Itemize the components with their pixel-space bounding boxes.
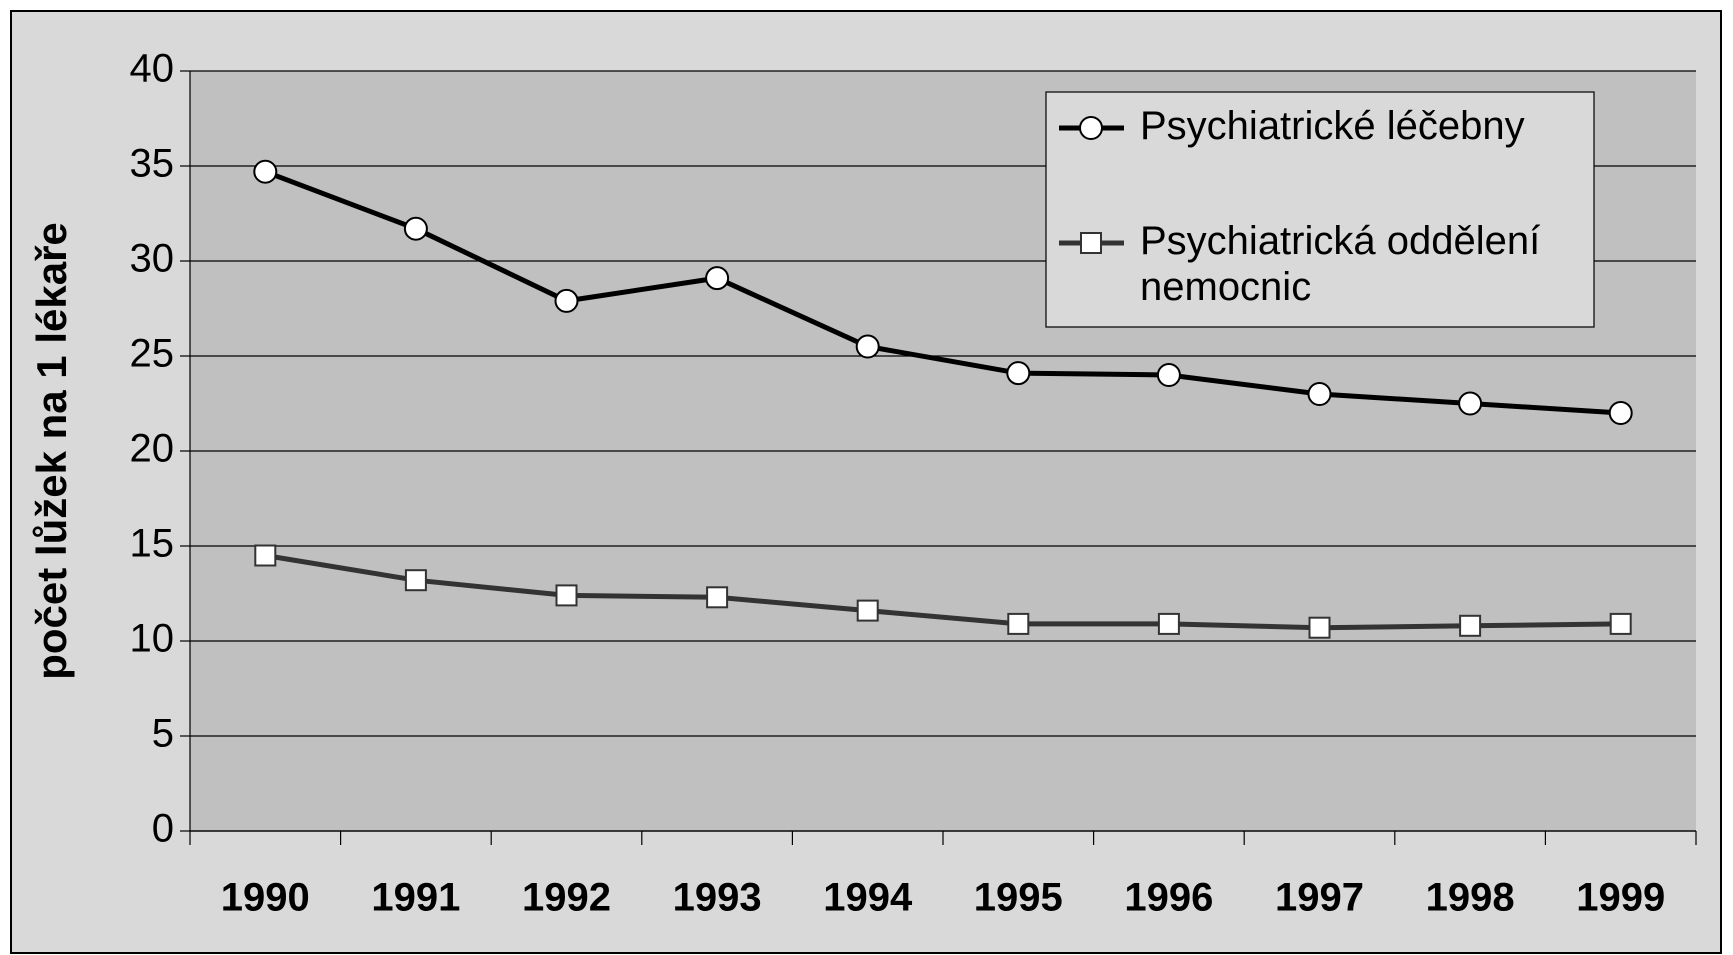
- y-tick-label: 35: [130, 142, 175, 186]
- point: [1007, 612, 1030, 635]
- x-tick-label: 1996: [1124, 876, 1213, 920]
- point: [1459, 614, 1482, 637]
- point: [1006, 361, 1031, 386]
- y-tick-label: 5: [152, 712, 174, 756]
- point: [1157, 612, 1180, 635]
- x-tick-label: 1998: [1426, 876, 1515, 920]
- point: [1458, 391, 1483, 416]
- legend-label: Psychiatrická oddělení nemocnic: [1140, 219, 1541, 309]
- point: [706, 586, 729, 609]
- y-tick-label: 20: [130, 427, 175, 471]
- x-tick-label: 1994: [823, 876, 913, 920]
- point: [1156, 363, 1181, 387]
- point: [705, 266, 730, 291]
- legend-box: [1045, 91, 1595, 328]
- legend-entry: Psychiatrická oddělení nemocnic: [1140, 219, 1541, 309]
- point: [404, 569, 427, 592]
- point: [403, 216, 428, 241]
- x-tick-label: 1997: [1275, 876, 1364, 920]
- x-tick-label: 1995: [974, 876, 1063, 920]
- point: [856, 599, 879, 622]
- y-tick-label: 0: [152, 807, 174, 851]
- point: [1080, 232, 1102, 254]
- x-tick-label: 1992: [522, 876, 611, 920]
- point: [254, 544, 277, 567]
- series-line: [264, 169, 1621, 416]
- y-tick-label: 30: [130, 237, 175, 281]
- legend-entry: Psychiatrické léčebny: [1140, 104, 1525, 148]
- x-tick-label: 1991: [371, 876, 460, 920]
- x-tick-label: 1993: [673, 876, 762, 920]
- legend-label: Psychiatrické léčebny: [1140, 104, 1525, 148]
- point: [855, 334, 880, 359]
- point: [1079, 116, 1103, 140]
- point: [1609, 612, 1632, 635]
- point: [1308, 616, 1331, 639]
- y-axis-title: počet lůžek na 1 lékaře: [28, 222, 75, 680]
- point: [554, 288, 579, 313]
- y-tick-label: 15: [130, 522, 175, 566]
- y-tick-label: 25: [130, 332, 175, 376]
- point: [555, 584, 578, 607]
- point: [1608, 401, 1633, 425]
- y-tick-label: 40: [130, 47, 175, 91]
- point: [253, 159, 278, 184]
- series-line: [264, 553, 1621, 631]
- y-tick-label: 10: [130, 617, 175, 661]
- point: [1307, 382, 1332, 406]
- x-tick-label: 1999: [1576, 876, 1665, 920]
- x-tick-label: 1990: [221, 876, 310, 920]
